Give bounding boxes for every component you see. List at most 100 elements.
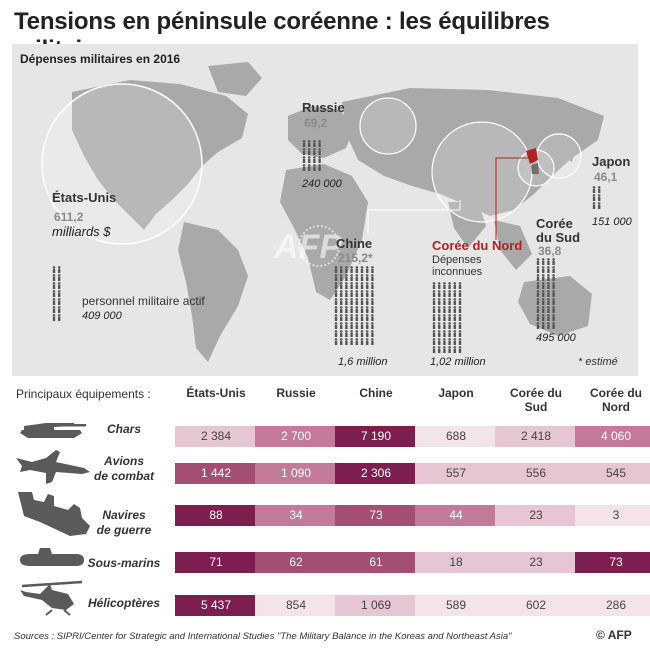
southeast-asia-shape [494, 220, 532, 270]
south-korea-shape [531, 163, 539, 174]
south-korea-label-2: du Sud [536, 230, 581, 245]
table-cell: 688 [415, 426, 497, 447]
afp-watermark: AFP [273, 225, 342, 267]
table-cell: 5 437 [175, 595, 257, 616]
china-label: Chine [336, 236, 373, 251]
table-cell: 23 [495, 552, 577, 573]
table-cell: 2 700 [255, 426, 337, 447]
us-spending-bubble [41, 83, 203, 245]
submarine-icon [20, 548, 84, 566]
russia-personnel: 240 000 [302, 178, 342, 190]
table-cell: 854 [255, 595, 337, 616]
us-label: États-Unis [52, 190, 117, 205]
afp-credit: © AFP [596, 628, 632, 642]
table-cell: 556 [495, 463, 577, 484]
column-header: Corée du Sud [509, 386, 562, 414]
north-america-shape [72, 80, 248, 230]
svg-text:AFP: AFP [273, 228, 342, 266]
china-spending: 215,2* [338, 251, 373, 265]
table-cell: 18 [415, 552, 497, 573]
australia-shape [518, 276, 592, 336]
sources-note: Sources : SIPRI/Center for Strategic and… [14, 631, 512, 642]
world-map: AFP [41, 62, 604, 362]
china-personnel-pictogram [334, 266, 374, 345]
row-label: Sous-marins [87, 556, 161, 570]
table-cell: 44 [415, 505, 497, 526]
south-korea-personnel: 495 000 [536, 332, 576, 344]
table-cell: 73 [335, 505, 417, 526]
row-label: Chars [106, 422, 141, 436]
column-header: Japon [438, 386, 474, 400]
russia-label: Russie [302, 100, 345, 115]
india-shape [448, 202, 486, 248]
china-leader-line [367, 200, 461, 234]
table-cell: 3 [575, 505, 650, 526]
helicopter-icon [20, 580, 83, 616]
table-cell: 589 [415, 595, 497, 616]
table-cell: 2 306 [335, 463, 417, 484]
japan-personnel: 151 000 [592, 216, 632, 228]
map-subtitle: Dépenses militaires en 2016 [20, 52, 181, 66]
south-america-shape [178, 222, 248, 362]
japan-spending: 46,1 [594, 170, 618, 184]
estimate-note: * estimé [578, 356, 618, 368]
column-header: Corée du Nord [589, 386, 642, 414]
north-korea-shape [526, 148, 538, 164]
table-cell: 73 [575, 552, 650, 573]
table-cell: 61 [335, 552, 417, 573]
north-korea-spending-note-1: Dépenses [432, 254, 482, 266]
table-cell: 62 [255, 552, 337, 573]
personnel-legend: personnel militaire actif [82, 294, 205, 308]
north-korea-personnel-pictogram [432, 282, 462, 353]
china-personnel: 1,6 million [338, 356, 388, 368]
table-cell: 71 [175, 552, 257, 573]
us-spending: 611,2 [54, 210, 84, 224]
row-label: Avions de combat [93, 454, 154, 483]
table-cell: 2 418 [495, 426, 577, 447]
north-korea-spending-note-2: inconnues [432, 266, 483, 278]
greenland-shape [208, 62, 262, 96]
us-personnel-pictogram [52, 266, 61, 321]
column-header: États-Unis [186, 386, 246, 400]
row-label: Hélicoptères [87, 596, 161, 610]
table-cell: 557 [415, 463, 497, 484]
asia-shape [342, 88, 604, 216]
row-label: Navires de guerre [96, 508, 152, 537]
tank-icon [20, 423, 86, 438]
table-cell: 286 [575, 595, 650, 616]
warship-icon [18, 492, 90, 536]
japan-shape [562, 136, 578, 162]
fighter-jet-icon [16, 450, 90, 484]
table-cell: 4 060 [575, 426, 650, 447]
table-cell: 545 [575, 463, 650, 484]
table-cell: 34 [255, 505, 337, 526]
table-cell: 88 [175, 505, 257, 526]
russia-spending-bubble [359, 97, 417, 155]
table-cell: 7 190 [335, 426, 417, 447]
china-spending-bubble [431, 121, 533, 223]
north-korea-leader-line [495, 157, 530, 240]
japan-label: Japon [592, 154, 631, 169]
table-cell: 1 069 [335, 595, 417, 616]
south-korea-personnel-pictogram [536, 258, 555, 329]
table-cell: 602 [495, 595, 577, 616]
continents [72, 62, 604, 362]
bubbles [41, 83, 582, 245]
us-personnel: 409 000 [82, 310, 122, 322]
africa-shape [280, 164, 368, 300]
south-korea-spending: 36,8 [538, 244, 562, 258]
table-cell: 1 090 [255, 463, 337, 484]
us-spending-unit: milliards $ [52, 224, 111, 239]
russia-spending: 69,2 [304, 116, 328, 130]
table-cell: 1 442 [175, 463, 257, 484]
south-korea-label-1: Corée [536, 216, 573, 231]
world-map-panel: AFP Dépenses militaires en 2016 États-Un… [12, 44, 638, 376]
table-cell: 2 384 [175, 426, 257, 447]
column-header: Chine [359, 386, 393, 400]
japan-personnel-pictogram [592, 186, 601, 209]
column-header: Russie [276, 386, 316, 400]
russia-personnel-pictogram [302, 140, 321, 171]
personnel-pictograms [52, 140, 601, 353]
table-cell: 23 [495, 505, 577, 526]
equipment-header: Principaux équipements : [16, 387, 151, 401]
